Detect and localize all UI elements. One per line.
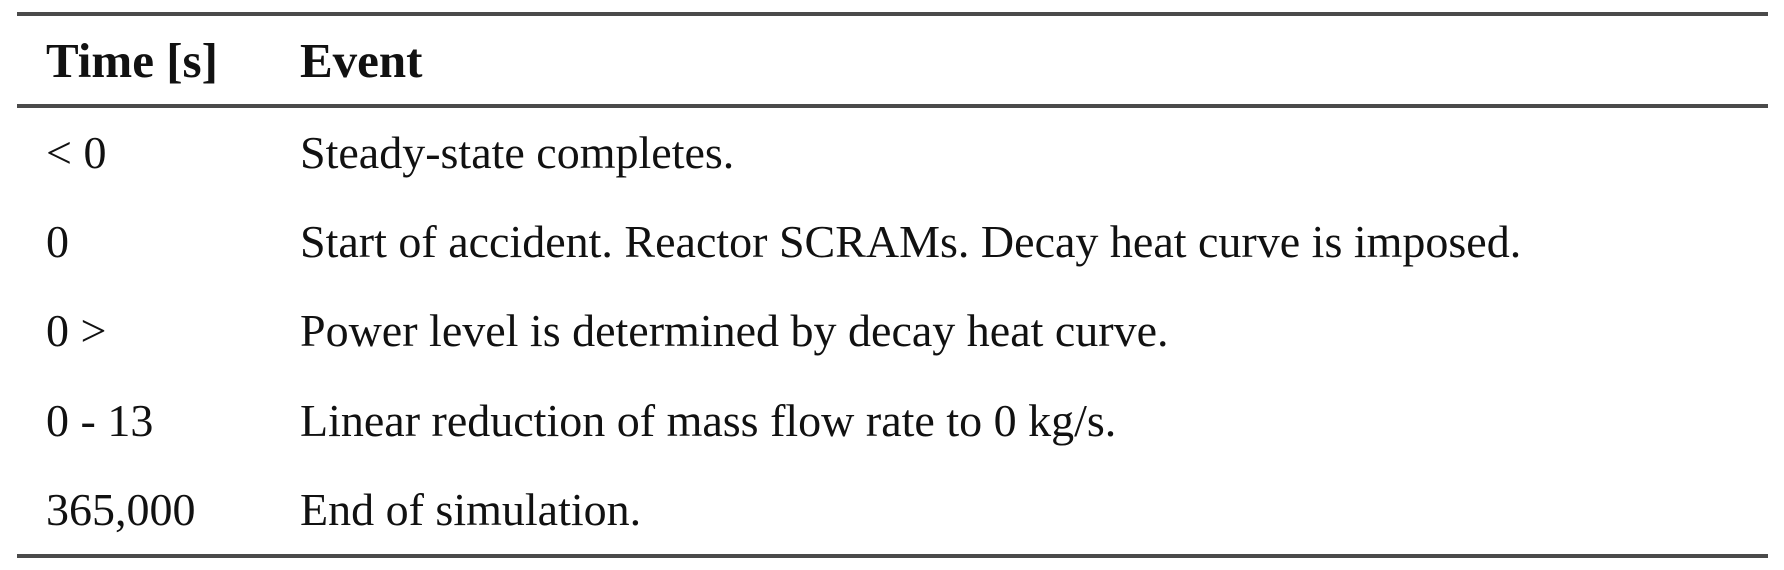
cell-event: Linear reduction of mass flow rate to 0 … bbox=[300, 394, 1117, 446]
cell-event: Steady-state completes. bbox=[300, 127, 735, 179]
table-row: 0 > Power level is determined by decay h… bbox=[17, 286, 1768, 375]
table-row: 0 Start of accident. Reactor SCRAMs. Dec… bbox=[17, 197, 1768, 286]
table-body: < 0 Steady-state completes. 0 Start of a… bbox=[17, 108, 1768, 554]
event-table: Time [s] Event < 0 Steady-state complete… bbox=[17, 12, 1768, 558]
cell-time: 0 - 13 bbox=[46, 394, 154, 446]
cell-time: 0 > bbox=[46, 305, 107, 357]
header-event: Event bbox=[300, 32, 423, 88]
table-top-rule bbox=[17, 12, 1768, 16]
table-bottom-rule bbox=[17, 554, 1768, 558]
table-row: < 0 Steady-state completes. bbox=[17, 108, 1768, 197]
cell-event: End of simulation. bbox=[300, 483, 642, 535]
table-row: 365,000 End of simulation. bbox=[17, 465, 1768, 554]
cell-time: < 0 bbox=[46, 127, 107, 179]
table-header-row: Time [s] Event bbox=[17, 16, 1768, 104]
cell-time: 365,000 bbox=[46, 483, 196, 535]
cell-event: Power level is determined by decay heat … bbox=[300, 305, 1169, 357]
table-header-rule bbox=[17, 104, 1768, 108]
table-row: 0 - 13 Linear reduction of mass flow rat… bbox=[17, 376, 1768, 465]
cell-event: Start of accident. Reactor SCRAMs. Decay… bbox=[300, 216, 1522, 268]
cell-time: 0 bbox=[46, 216, 69, 268]
header-time: Time [s] bbox=[46, 32, 218, 88]
